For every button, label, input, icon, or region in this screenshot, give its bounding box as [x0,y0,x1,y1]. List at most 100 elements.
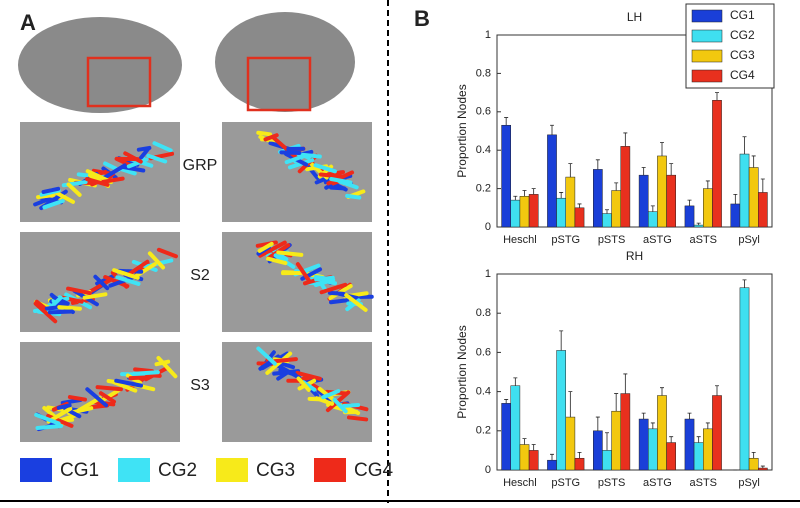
streak [59,307,80,309]
y-axis-label: Proportion Nodes [455,84,469,177]
brain [18,17,182,113]
legend-label: CG4 [730,68,755,82]
error-bar [523,439,527,445]
streak [281,152,299,153]
error-bar [578,452,582,458]
legend-swatch [314,458,346,482]
error-bar [513,196,517,200]
bar [667,443,676,470]
legend-label: CG1 [730,8,755,22]
legend-swatch [20,458,52,482]
bar [575,458,584,470]
error-bar [614,394,618,412]
y-tick-label: 0.8 [476,67,491,79]
bar [703,429,712,470]
row-label: GRP [183,157,218,174]
error-bar [559,192,563,198]
error-bar [651,206,655,212]
bar [511,386,520,470]
error-bar [761,466,765,468]
legend-swatch [692,10,722,22]
x-tick-label: aSTG [643,234,672,246]
panel-label: A [20,10,36,35]
bar [740,288,749,470]
streak [349,417,366,419]
legend-label: CG2 [730,28,755,42]
streak [70,397,85,400]
legend-label: CG1 [60,460,99,481]
x-tick-label: Heschl [503,234,537,246]
error-bar [623,133,627,146]
streak [258,133,270,135]
y-tick-label: 1 [485,268,491,280]
row-label: S2 [190,267,210,284]
error-bar [697,437,701,443]
legend-swatch [118,458,150,482]
bar [602,450,611,470]
y-tick-label: 0.6 [476,346,491,358]
error-bar [642,167,646,175]
error-bar [614,183,618,191]
error-bar [504,118,508,126]
row-label: S3 [190,377,210,394]
bar [511,200,520,227]
streak [330,293,344,294]
bar [529,194,538,227]
error-bar [596,417,600,431]
bar [520,445,529,470]
bar [566,417,575,470]
error-bar [559,331,563,351]
error-bar [752,156,756,168]
plot-area [497,274,772,470]
error-bar [532,445,536,451]
x-tick-label: aSTG [643,477,672,489]
y-tick-label: 0.4 [476,144,491,156]
legend-swatch [216,458,248,482]
legend-swatch [692,70,722,82]
streak [98,387,121,389]
legend-label: CG3 [730,48,755,62]
error-bar [706,181,710,189]
error-bar [743,280,747,288]
streak [59,405,70,408]
bar [639,419,648,470]
bar [502,125,511,227]
x-tick-label: pSyl [738,477,759,489]
error-bar [605,433,609,451]
bar [520,196,529,227]
bar [639,175,648,227]
y-tick-label: 0 [485,464,491,476]
brain [215,12,355,112]
brain-zoom [222,232,372,332]
error-bar [532,189,536,195]
error-bar [733,194,737,204]
bar [667,175,676,227]
streak [130,377,148,378]
chart-title: RH [626,249,643,263]
y-tick-label: 0.6 [476,106,491,118]
y-tick-label: 0.2 [476,183,491,195]
streak [331,188,344,189]
bar [612,191,621,227]
bar [648,429,657,470]
bar [758,468,767,470]
bar [694,225,703,227]
error-bar [504,399,508,403]
error-bar [605,210,609,214]
chart-title: LH [627,10,642,24]
x-tick-label: aSTS [689,477,717,489]
legend-label: CG4 [354,460,394,481]
bar [547,460,556,470]
error-bar [669,164,673,176]
error-bar [550,125,554,135]
streak [344,405,358,406]
bar [749,167,758,227]
error-bar [688,413,692,419]
bar [557,198,566,227]
bar [612,411,621,470]
x-tick-label: pSTG [551,477,580,489]
x-tick-label: pSTG [551,234,580,246]
y-tick-label: 0.2 [476,425,491,437]
error-bar [715,93,719,101]
streak [278,252,301,254]
